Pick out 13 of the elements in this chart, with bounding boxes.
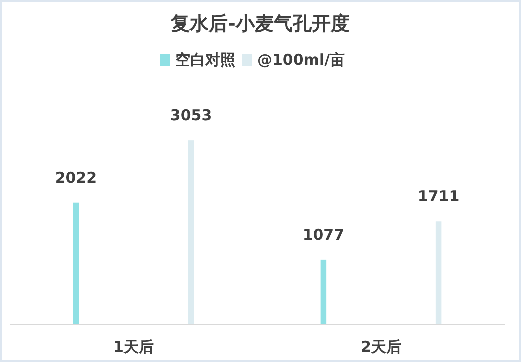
bar — [188, 140, 194, 325]
legend-label: @100ml/亩 — [258, 51, 346, 69]
bar — [436, 222, 442, 325]
bar — [73, 202, 80, 325]
legend-label: 空白对照 — [176, 51, 236, 69]
bar — [320, 260, 327, 325]
data-label: 2022 — [55, 168, 98, 187]
x-tick-label: 1天后 — [114, 338, 154, 356]
data-label: 1077 — [302, 226, 345, 244]
data-label: 3053 — [170, 106, 212, 125]
x-tick-label: 2天后 — [361, 338, 402, 356]
data-label: 1711 — [418, 188, 460, 206]
chart-title: 复水后-小麦气孔开度 — [170, 13, 350, 35]
